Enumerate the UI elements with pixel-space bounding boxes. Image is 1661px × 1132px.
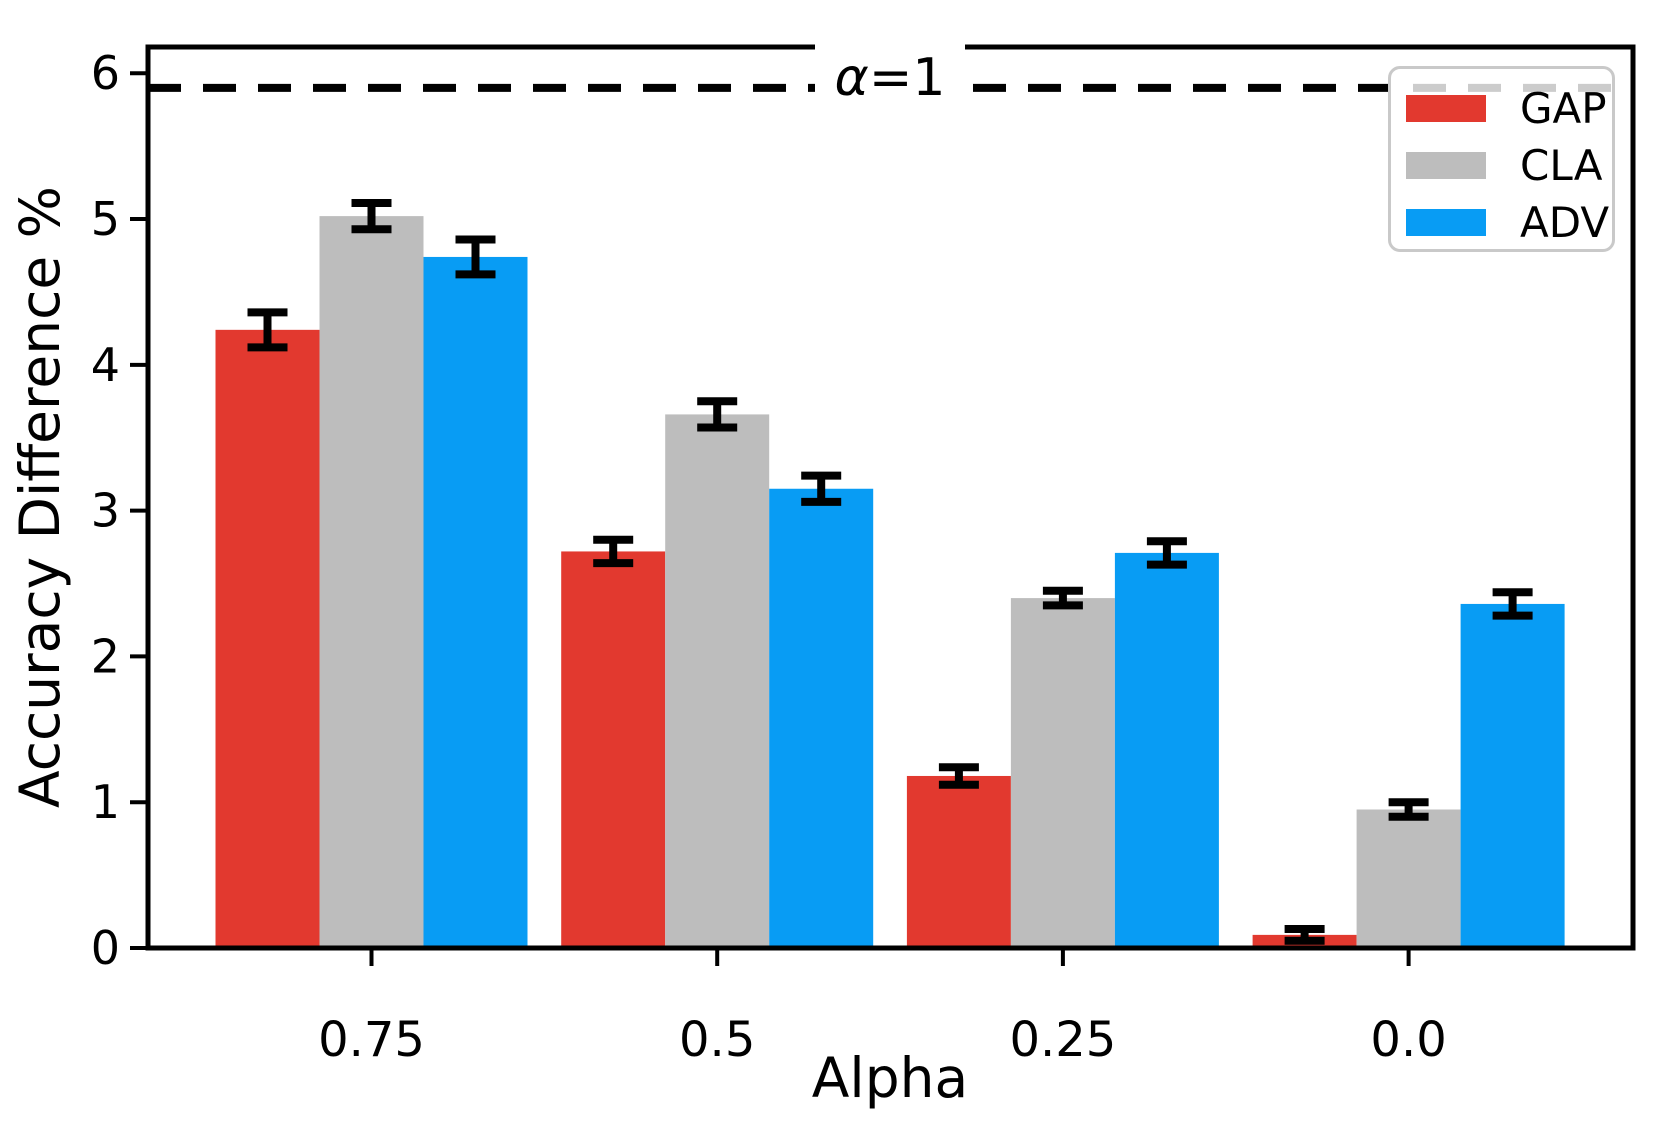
errorbar-ADV-0.25 <box>1146 537 1187 569</box>
y-tick-label: 1 <box>91 775 120 829</box>
bar-CLA-0.75 <box>319 216 424 948</box>
y-axis-label: Accuracy Difference % <box>8 186 72 808</box>
legend-label-GAP: GAP <box>1520 83 1607 133</box>
errorbar-ADV-0.75 <box>455 235 496 279</box>
errorbar-GAP-0.0 <box>1284 925 1325 945</box>
legend: GAP CLA ADV <box>1388 66 1615 252</box>
legend-swatch-GAP <box>1406 95 1486 122</box>
legend-label-CLA: CLA <box>1520 140 1603 190</box>
errorbar-CLA-0.0 <box>1388 798 1429 821</box>
x-tick-label: 0.0 <box>1370 1012 1446 1068</box>
bar-CLA-0.5 <box>665 414 770 948</box>
y-tick-label: 5 <box>91 192 120 246</box>
y-tick-label: 6 <box>91 46 120 100</box>
errorbar-GAP-0.25 <box>938 763 979 789</box>
errorbar-ADV-0.0 <box>1492 588 1533 620</box>
alpha-glyph: α <box>834 48 869 108</box>
x-tick-label: 0.75 <box>318 1012 425 1068</box>
y-tick-label: 0 <box>91 921 120 975</box>
bar-CLA-0.0 <box>1356 809 1461 948</box>
legend-swatch-ADV <box>1406 209 1486 236</box>
legend-swatch-CLA <box>1406 152 1486 179</box>
legend-item-GAP: GAP <box>1406 80 1612 137</box>
errorbar-ADV-0.5 <box>801 471 842 506</box>
errorbar-CLA-0.75 <box>351 198 392 234</box>
bar-ADV-0.25 <box>1114 552 1219 948</box>
bar-ADV-0.5 <box>769 488 874 948</box>
y-tick-label: 3 <box>91 484 120 538</box>
x-tick-label: 0.5 <box>679 1012 755 1068</box>
alpha-reference-label: α =1 <box>815 38 965 118</box>
bar-ADV-0.0 <box>1460 603 1565 948</box>
bar-GAP-0.5 <box>561 551 666 948</box>
bar-CLA-0.25 <box>1010 598 1115 948</box>
legend-item-CLA: CLA <box>1406 137 1612 194</box>
y-tick-label: 2 <box>91 629 120 683</box>
errorbar-CLA-0.5 <box>697 397 738 432</box>
errorbar-GAP-0.5 <box>593 535 634 568</box>
bar-GAP-0.25 <box>906 775 1011 948</box>
errorbar-GAP-0.75 <box>247 308 288 352</box>
x-tick-label: 0.25 <box>1009 1012 1116 1068</box>
bar-GAP-0.75 <box>215 329 320 948</box>
legend-item-ADV: ADV <box>1406 194 1612 251</box>
errorbar-CLA-0.25 <box>1042 586 1083 610</box>
bar-ADV-0.75 <box>423 256 528 948</box>
x-axis-label: Alpha <box>811 1046 969 1110</box>
legend-label-ADV: ADV <box>1520 197 1610 247</box>
y-tick-label: 4 <box>91 338 120 392</box>
